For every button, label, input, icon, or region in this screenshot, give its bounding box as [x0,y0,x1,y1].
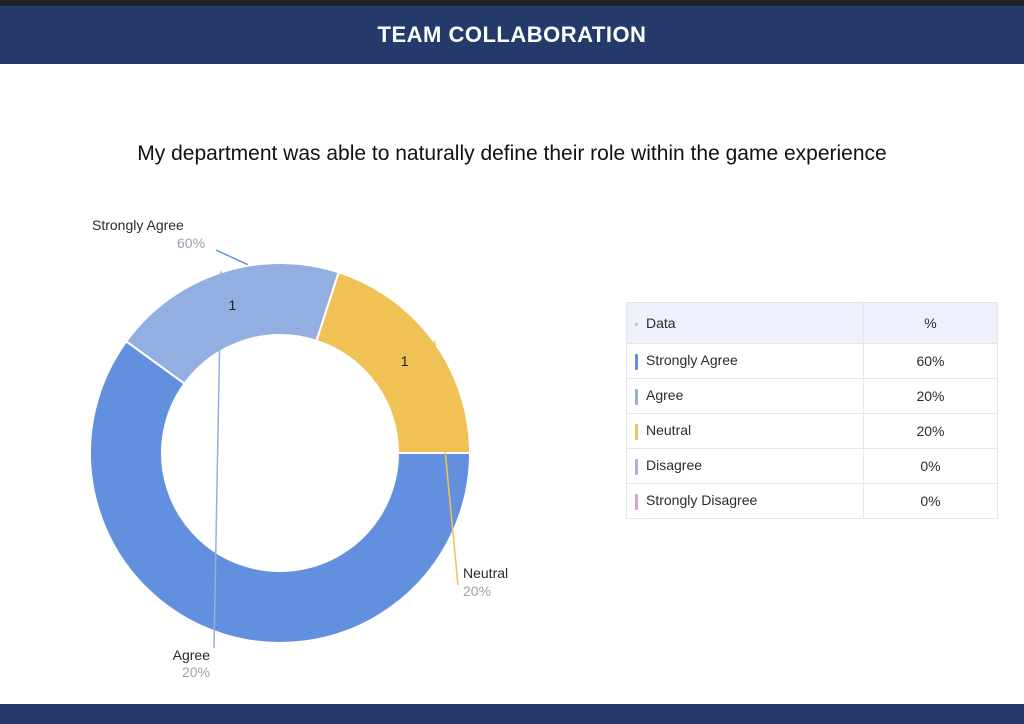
leader-line-neutral [433,340,459,586]
table-cell-label: Neutral [626,413,864,449]
slice-percent-neutral: 20% [463,583,491,599]
table-cell-percent: 20% [863,413,998,449]
slice-percent-agree: 20% [182,664,210,680]
donut-slice-neutral[interactable] [315,271,472,454]
table-cell-percent: 20% [863,378,998,414]
page-header: TEAM COLLABORATION [0,6,1024,64]
leader-line-strongly-agree [215,249,249,266]
table-cell-percent: 0% [863,448,998,484]
legend-swatch-agree [635,388,638,405]
table-row-label: Strongly Disagree [646,492,758,509]
table-row: Strongly Agree 60% [626,343,998,379]
table-cell-label: Strongly Disagree [626,483,864,519]
legend-swatch-disagree [635,458,638,475]
table-row: Agree 20% [626,378,998,414]
slice-percent-strongly-agree: 60% [177,235,205,251]
table-cell-label: Strongly Agree [626,343,864,379]
donut-slice-agree[interactable] [124,262,340,386]
legend-swatch-strongly-disagree [635,493,638,510]
table-row-label: Strongly Agree [646,352,738,369]
slice-label-agree: Agree [173,647,211,663]
table-row-label: Disagree [646,457,703,474]
slice-value-agree: 1 [229,297,237,313]
table-cell-label: Agree [626,378,864,414]
table-cell-label: Disagree [626,448,864,484]
table-header-percent[interactable]: % [863,302,998,344]
slice-label-strongly-agree: Strongly Agree [92,217,184,233]
page-title: TEAM COLLABORATION [377,22,647,47]
legend-swatch-strongly-agree [635,353,638,370]
table-row: Strongly Disagree 0% [626,483,998,519]
data-table: Data % Strongly Agree 60% Agree 20% Neutral 2… [626,302,998,519]
table-cell-percent: 60% [863,343,998,379]
table-row: Neutral 20% [626,413,998,449]
donut-slice-strongly-agree[interactable] [89,339,472,644]
page-footer [0,704,1024,724]
leader-line-agree [213,271,222,649]
table-cell-percent: 0% [863,483,998,519]
table-header-data-label: Data [646,315,676,331]
table-row-label: Neutral [646,422,692,439]
table-header-row: Data % [626,302,998,344]
chart-question: My department was able to naturally defi… [137,142,887,165]
table-header-data[interactable]: Data [626,302,864,344]
legend-swatch-neutral [635,423,638,440]
slice-label-neutral: Neutral [463,565,508,581]
sort-icon [635,322,638,326]
window-top-edge [0,0,1024,6]
table-row-label: Agree [646,387,684,404]
slice-value-neutral: 1 [401,353,409,369]
table-row: Disagree 0% [626,448,998,484]
